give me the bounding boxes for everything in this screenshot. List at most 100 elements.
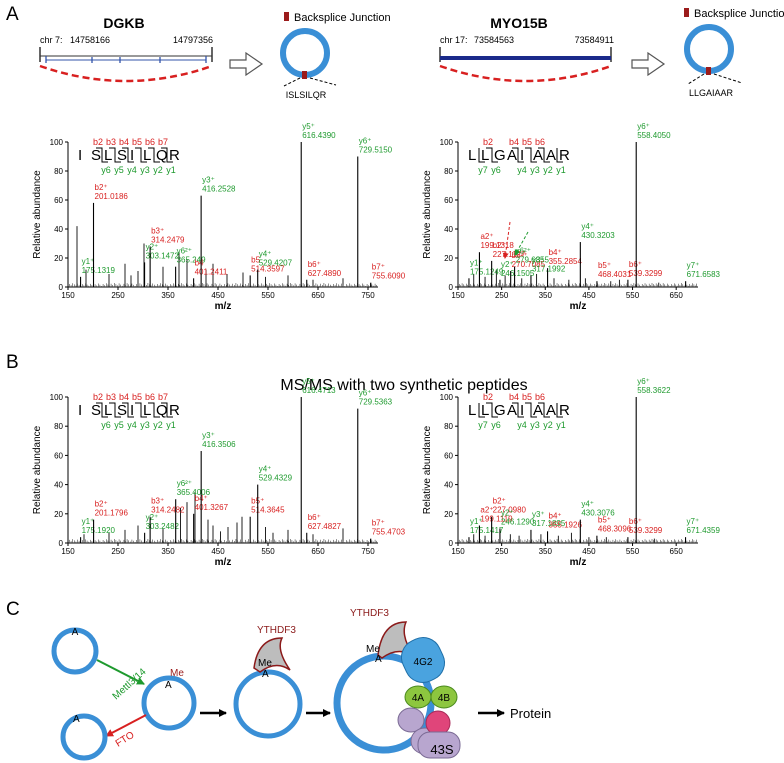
x-tick-label: 250 bbox=[111, 291, 125, 300]
y-ion-label: y4 bbox=[517, 165, 527, 175]
x-tick-label: 350 bbox=[539, 291, 553, 300]
chr-start: 14758166 bbox=[70, 35, 110, 45]
ion-name: b4 bbox=[195, 258, 204, 267]
y-ion-label: y3 bbox=[140, 165, 150, 175]
y-ion-bracket bbox=[101, 148, 108, 163]
y-ion-bracket bbox=[153, 148, 160, 163]
ythdf3-icon bbox=[253, 637, 291, 673]
y-tick-label: 0 bbox=[59, 283, 64, 292]
ion-name: y6⁺ bbox=[637, 377, 650, 386]
y-axis-label: Relative abundance bbox=[32, 170, 43, 259]
ion-mz: 227.0980 bbox=[493, 506, 527, 515]
ion-mz: 314.2482 bbox=[151, 506, 185, 515]
y-tick-label: 40 bbox=[54, 225, 63, 234]
x-tick-label: 550 bbox=[626, 547, 640, 556]
spectrum-panel-a-left: 0 20 40 60 80 100 150 250 350 450 550 650 750 m/z Rela… bbox=[32, 122, 406, 312]
b-ion-label: b2 bbox=[483, 137, 493, 147]
y-ion-label: y2 bbox=[153, 165, 163, 175]
sequence-residue: S bbox=[117, 402, 127, 419]
gene-schematic-dgkb: DGKB chr 7: 14758166 14797356 Backsplice… bbox=[39, 12, 391, 100]
sequence-residue: A bbox=[533, 402, 543, 419]
m6a-site-a: A bbox=[262, 669, 269, 680]
ion-name: y4⁺ bbox=[259, 250, 272, 259]
b-ion-label: b6 bbox=[145, 137, 155, 147]
ion-name: b6⁺ bbox=[308, 513, 321, 522]
ion-name: y1⁺ bbox=[82, 257, 95, 266]
y-tick-label: 40 bbox=[444, 481, 453, 490]
b-ion-label: b7 bbox=[158, 392, 168, 402]
y-ion-bracket bbox=[478, 403, 485, 418]
ion-mz: 627.4890 bbox=[308, 269, 342, 278]
ion-mz: 539.3299 bbox=[629, 269, 663, 278]
panel-b-title: MS/MS with two synthetic peptides bbox=[280, 377, 527, 394]
sequence-residue: R bbox=[169, 402, 180, 419]
eif4b-icon bbox=[430, 685, 458, 709]
x-tick-label: 550 bbox=[626, 291, 640, 300]
ion-name: y6⁺ bbox=[359, 389, 372, 398]
ion-mz: 539.3299 bbox=[629, 526, 663, 535]
y-tick-label: 60 bbox=[444, 196, 453, 205]
ion-mz: 468.3096 bbox=[598, 525, 632, 534]
me-label: Me bbox=[170, 668, 184, 679]
y-tick-label: 100 bbox=[440, 393, 454, 402]
sequence-residue: A bbox=[546, 147, 556, 164]
ion-mz: 303.1472 bbox=[146, 251, 180, 260]
y-ion-bracket bbox=[114, 148, 121, 163]
y-ion-label: y3 bbox=[140, 420, 150, 430]
y-ion-bracket bbox=[556, 148, 563, 163]
b-ion-label: b5 bbox=[132, 392, 142, 402]
y-tick-label: 100 bbox=[50, 393, 64, 402]
ion-name: y4⁺ bbox=[259, 465, 272, 474]
x-tick-label: 350 bbox=[161, 547, 175, 556]
y-ion-bracket bbox=[140, 148, 147, 163]
sequence-residue: Q bbox=[156, 402, 168, 419]
b-ion-label: b5 bbox=[132, 137, 142, 147]
b-ion-bracket bbox=[525, 147, 532, 162]
ion-mz: 430.3203 bbox=[581, 231, 615, 240]
x-tick-label: 150 bbox=[451, 291, 465, 300]
ion-mz: 175.1319 bbox=[82, 266, 116, 275]
y-tick-label: 0 bbox=[449, 283, 454, 292]
ion-name: b2⁺ bbox=[95, 500, 108, 509]
ion-name: b5⁺ bbox=[598, 261, 611, 270]
sequence-residue: A bbox=[533, 147, 543, 164]
ion-mz: 729.5150 bbox=[359, 146, 393, 155]
y-axis-label: Relative abundance bbox=[422, 170, 433, 259]
sequence-residue: I bbox=[130, 402, 134, 419]
sequence-residue: L bbox=[468, 402, 476, 419]
legend-label: Backsplice Junction bbox=[694, 8, 784, 20]
y-tick-label: 40 bbox=[444, 225, 453, 234]
y-tick-label: 80 bbox=[444, 422, 453, 431]
y-ion-bracket bbox=[127, 403, 134, 418]
ion-mz: 279.6855 bbox=[516, 256, 550, 265]
ion-name: b7⁺ bbox=[372, 263, 385, 272]
chr-end: 73584911 bbox=[575, 35, 614, 45]
spectrum-panel-b-left: 0 20 40 60 80 100 150 250 350 450 550 650 750 m/z Rela… bbox=[32, 377, 406, 568]
y-ion-bracket bbox=[101, 403, 108, 418]
eraser-label: FTO bbox=[114, 730, 137, 750]
reader-label: YTHDF3 bbox=[257, 625, 296, 636]
ion-name: y3⁺ bbox=[202, 176, 215, 185]
y-tick-label: 80 bbox=[54, 167, 63, 176]
circrna-icon bbox=[280, 28, 330, 78]
m6a-site-a: A bbox=[72, 627, 79, 638]
x-tick-label: 750 bbox=[361, 547, 375, 556]
y-tick-label: 0 bbox=[59, 539, 64, 548]
sequence-residue: R bbox=[169, 147, 180, 164]
y-ion-label: y5 bbox=[114, 420, 124, 430]
y-ion-bracket bbox=[114, 403, 121, 418]
sequence-residue: R bbox=[559, 402, 570, 419]
x-tick-label: 250 bbox=[111, 547, 125, 556]
sequence-residue: I bbox=[78, 147, 82, 164]
b-ion-label: b2 bbox=[483, 392, 493, 402]
sequence-residue: L bbox=[143, 147, 151, 164]
ion-mz: 317.1992 bbox=[532, 264, 566, 273]
y-ion-bracket bbox=[153, 403, 160, 418]
y-ion-bracket bbox=[478, 148, 485, 163]
ion-name: y6⁺ bbox=[359, 137, 372, 146]
y-tick-label: 60 bbox=[54, 451, 63, 460]
b-ion-label: b6 bbox=[535, 392, 545, 402]
x-tick-label: 750 bbox=[361, 291, 375, 300]
junction-legend-swatch bbox=[684, 8, 689, 17]
sequence-residue: S bbox=[117, 147, 127, 164]
